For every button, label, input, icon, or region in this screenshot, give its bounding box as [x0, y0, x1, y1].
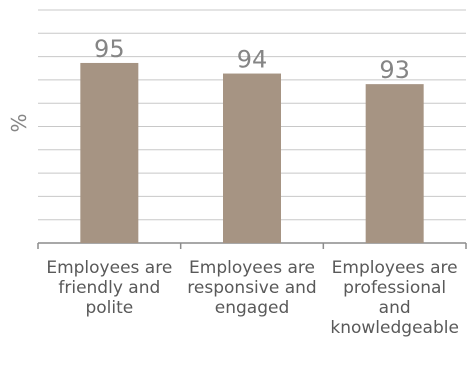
x-tick-label: Employees are professional and knowledge…	[330, 258, 459, 338]
bar	[223, 73, 281, 243]
data-label: 94	[237, 46, 268, 74]
bar	[365, 84, 424, 244]
bar	[80, 62, 139, 243]
x-tick-label: Employees are responsive and engaged	[187, 258, 317, 318]
y-axis-label: %	[7, 113, 31, 132]
data-label: 95	[94, 35, 125, 63]
data-label: 93	[379, 56, 410, 84]
x-tick-label: Employees are friendly and polite	[46, 258, 173, 318]
